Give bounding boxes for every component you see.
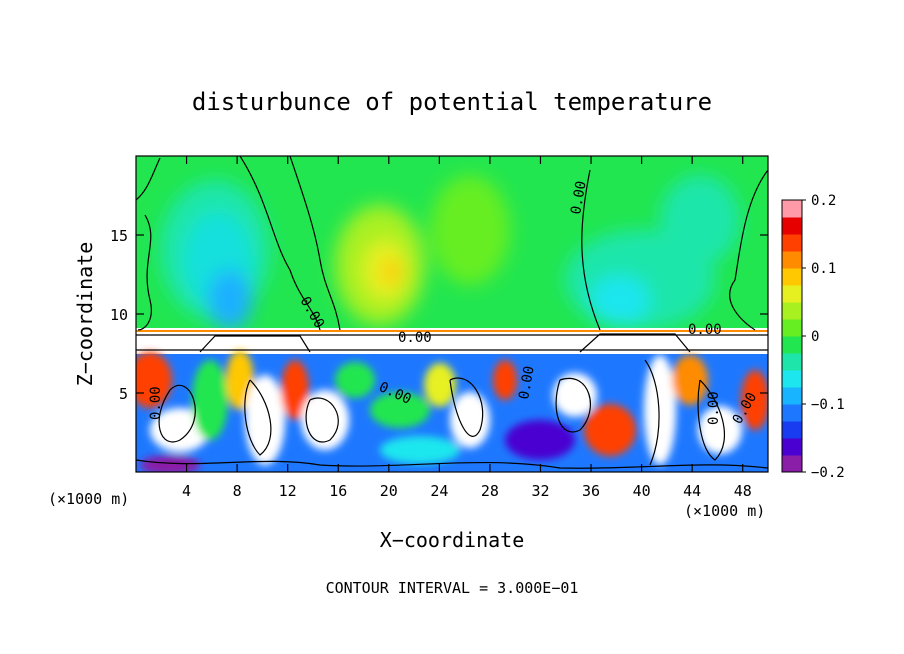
colorbar-swatch [782,421,802,439]
colorbar-swatch [782,319,802,337]
colorbar-tick-label: −0.1 [811,397,845,413]
contour-label: 0.00 [688,322,722,338]
y-axis-label: Z−coordinate [73,242,97,387]
x-tick-label: 48 [734,482,752,500]
colorbar-swatch [782,302,802,320]
contour-label: 0.00 [398,330,432,346]
colorbar-tick-label: −0.2 [811,465,845,481]
colorbar-tick-label: 0.1 [811,261,836,277]
colorbar-swatch [782,455,802,473]
contour-label: 0.00 [148,386,164,420]
contour-lines [136,156,768,469]
x-unit-right: (×1000 m) [684,502,765,520]
y-tick-label: 10 [110,306,128,324]
contour-label: 0.00 [568,180,590,216]
colorbar-swatch [782,404,802,422]
colorbar-swatch [782,387,802,405]
contour-label: 0.00 [706,391,722,425]
x-tick-label: 16 [329,482,347,500]
colorbar-swatch [782,234,802,252]
colorbar-swatch [782,353,802,371]
colorbar-ticks: 0.2 0.1 0 −0.1 −0.2 [802,193,845,481]
colorbar-tick-label: 0 [811,329,819,345]
x-tick-label: 20 [380,482,398,500]
y-axis-ticks: 5 10 15 [110,227,768,403]
x-unit-left: (×1000 m) [48,490,129,508]
contour-label: 0.00 [516,365,538,401]
colorbar-tick-label: 0.2 [811,193,836,209]
x-tick-label: 8 [233,482,242,500]
x-tick-label: 28 [481,482,499,500]
colorbar-swatch [782,285,802,303]
upper-field-shading [160,175,740,330]
x-axis-label: X−coordinate [380,528,525,552]
colorbar-swatch [782,336,802,354]
x-tick-label: 32 [531,482,549,500]
colorbar-swatch [782,370,802,388]
colorbar-swatch [782,200,802,218]
colorbar-swatch [782,217,802,235]
x-tick-label: 24 [430,482,448,500]
colorbar [781,199,803,473]
colorbar-swatch [782,438,802,456]
x-tick-label: 36 [582,482,600,500]
y-tick-label: 5 [119,385,128,403]
x-tick-label: 4 [182,482,191,500]
chart-title: disturbunce of potential temperature [192,88,712,116]
x-axis-ticks: 4 8 12 16 20 24 28 32 36 40 44 48 [182,156,752,500]
x-tick-label: 12 [279,482,297,500]
colorbar-swatch [782,251,802,269]
x-tick-label: 40 [633,482,651,500]
contour-interval-note: CONTOUR INTERVAL = 3.000E−01 [326,579,579,597]
plot-field: 0.00 0.00 0.00 0.00 0.00 0.00 0.00 0.00 … [136,156,768,472]
x-tick-label: 44 [683,482,701,500]
colorbar-swatch [782,268,802,286]
y-tick-label: 15 [110,227,128,245]
